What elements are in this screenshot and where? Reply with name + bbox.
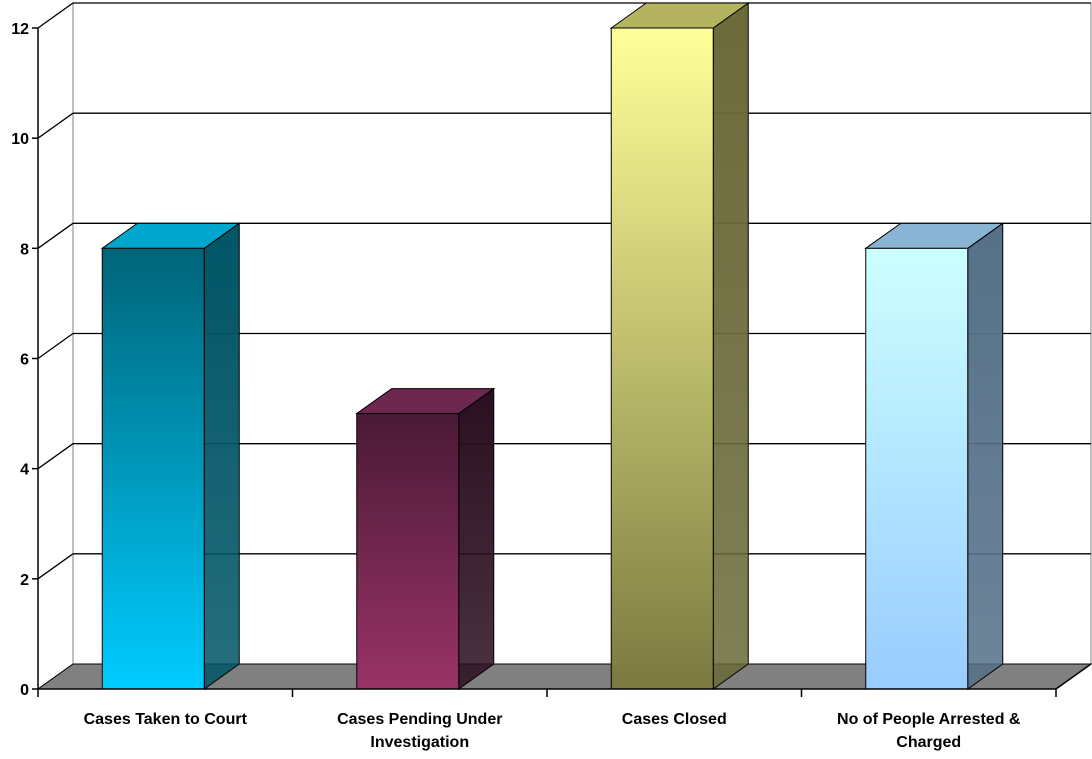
bar-front xyxy=(865,247,969,690)
x-category-label-line: Charged xyxy=(896,734,961,751)
y-tick-label: 4 xyxy=(20,462,29,479)
bars xyxy=(100,2,1005,690)
y-tick-label: 6 xyxy=(20,352,29,369)
y-tick-label: 0 xyxy=(20,682,29,699)
axes xyxy=(32,27,1092,697)
x-category-label-line: Cases Taken to Court xyxy=(84,711,248,728)
y-tick-label: 8 xyxy=(20,241,29,258)
bar-side xyxy=(203,222,240,690)
bar-side xyxy=(458,387,495,690)
bar xyxy=(355,387,496,690)
bar-front xyxy=(101,247,205,690)
bar-front xyxy=(356,413,460,690)
y-tick-label: 10 xyxy=(11,131,29,148)
x-axis-depth xyxy=(1055,663,1092,690)
gridline-side xyxy=(37,443,74,470)
x-category-label-line: Cases Closed xyxy=(622,711,727,728)
x-category-label: No of People Arrested & Charged xyxy=(837,711,1021,751)
gridline-side xyxy=(37,2,74,29)
bar-side xyxy=(967,222,1004,690)
x-category-label: Cases Pending Under Investigation xyxy=(337,711,502,751)
x-category-label: Cases Taken to Court xyxy=(84,711,248,728)
bar xyxy=(100,222,241,690)
x-category-label-line: Investigation xyxy=(370,734,469,751)
gridline-side xyxy=(37,332,74,360)
x-tick-labels: Cases Taken to Court Cases Pending Under I… xyxy=(84,711,1021,751)
x-category-label-line: No of People Arrested & xyxy=(837,711,1021,728)
x-category-label: Cases Closed xyxy=(622,711,727,728)
y-tick-label: 2 xyxy=(20,572,29,589)
bar-side xyxy=(712,2,749,690)
gridline-side xyxy=(37,553,74,580)
gridline-side xyxy=(37,112,74,139)
gridline-side xyxy=(37,222,74,249)
y-tick-label: 12 xyxy=(11,21,29,38)
bar xyxy=(609,2,750,690)
x-category-label-line: Cases Pending Under xyxy=(337,711,502,728)
y-tick-labels: 0 2 4 6 8 10 12 xyxy=(11,21,29,699)
bar xyxy=(864,222,1005,690)
bar-front xyxy=(610,27,714,690)
